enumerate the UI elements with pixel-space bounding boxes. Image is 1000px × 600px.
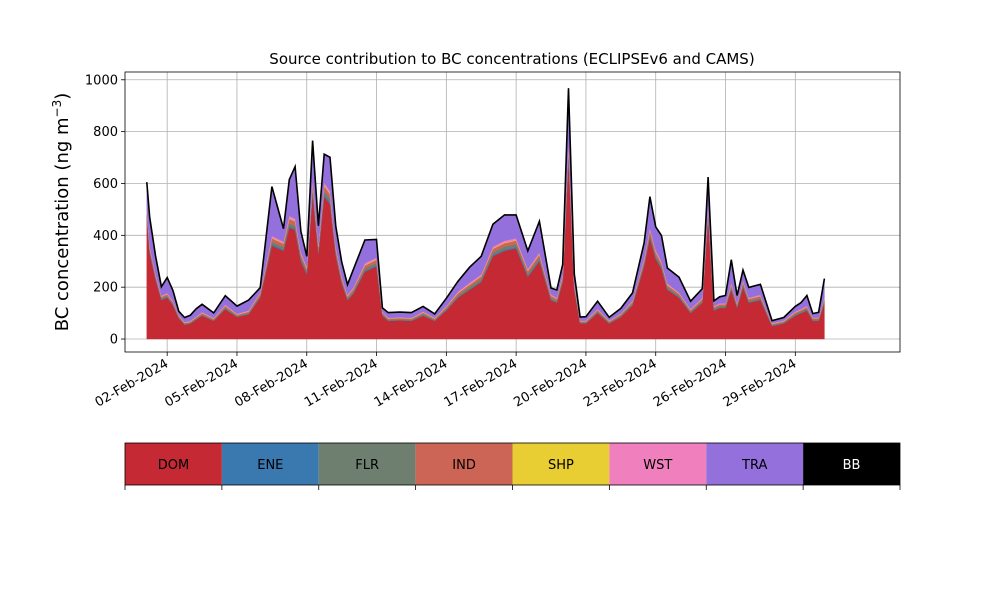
legend-label-ene: ENE (257, 458, 283, 473)
legend-label-dom: DOM (158, 458, 189, 473)
legend-swatch-flr (318, 443, 416, 485)
y-tick-label: 400 (93, 229, 118, 244)
x-tick-label: 23-Feb-2024 (581, 356, 660, 410)
legend-swatch-ind (415, 443, 513, 485)
y-axis-label-text: BC concentration (ng m (52, 117, 73, 331)
legend-frame (124, 442, 901, 486)
y-axis-label-unit: −3 (50, 100, 64, 118)
chart-title: Source contribution to BC concentrations… (269, 50, 754, 68)
x-tick-label: 29-Feb-2024 (721, 356, 800, 410)
legend-label-bb: BB (843, 458, 861, 473)
total-line (146, 88, 826, 322)
y-axis-label-close: ) (52, 93, 73, 100)
legend-label-tra: TRA (741, 458, 767, 473)
y-tick-label: 600 (93, 177, 118, 192)
x-tick-label: 14-Feb-2024 (372, 356, 451, 410)
legend: DOM ENE FLR IND SHP WST TRA BB (124, 442, 901, 490)
x-tick-label: 17-Feb-2024 (442, 356, 521, 410)
x-tick-label: 02-Feb-2024 (93, 356, 172, 410)
legend-swatch-ene (221, 443, 319, 485)
legend-swatch-tra (706, 443, 804, 485)
legend-swatch-shp (512, 443, 610, 485)
legend-label-wst: WST (643, 458, 672, 473)
y-tick-label: 800 (93, 125, 118, 140)
legend-label-shp: SHP (548, 458, 574, 473)
plot-frame (124, 71, 901, 353)
x-tick-label: 05-Feb-2024 (162, 356, 241, 410)
y-tick-label: 1000 (85, 73, 118, 88)
y-axis-label: BC concentration (ng m−3) (50, 93, 73, 332)
stacked-areas (146, 88, 826, 340)
y-tick-label: 200 (93, 281, 118, 296)
x-tick-label: 20-Feb-2024 (511, 356, 590, 410)
legend-swatch-dom (125, 443, 222, 485)
legend-label-ind: IND (452, 458, 476, 473)
x-tick-label: 26-Feb-2024 (651, 356, 730, 410)
legend-swatch-wst (609, 443, 707, 485)
legend-swatch-bb (803, 443, 900, 485)
legend-label-flr: FLR (355, 458, 379, 473)
x-tick-label: 11-Feb-2024 (302, 356, 381, 410)
x-tick-label: 08-Feb-2024 (232, 356, 311, 410)
y-tick-label: 0 (110, 333, 118, 348)
